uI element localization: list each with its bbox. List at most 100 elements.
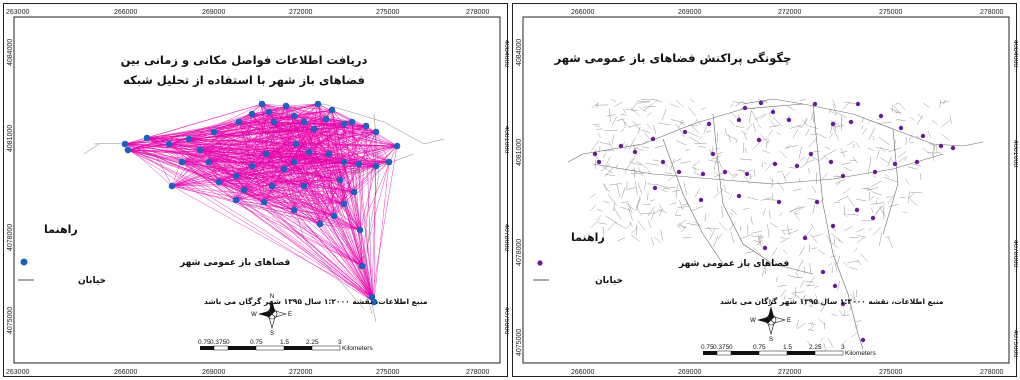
street-segment [651,210,655,220]
street-segment [808,138,817,148]
open-space-point [322,115,330,123]
network-line [199,125,367,151]
open-space-point [280,165,288,173]
network-line [146,121,275,139]
y-axis-left: 4084000 4081000 4078000 4075000 [516,39,523,356]
street-segment [765,265,767,275]
x-axis-bottom: 266000 269000 272000 275000 278000 [571,369,1003,376]
street-segment [771,257,776,263]
street-segment [780,229,793,231]
street-segment [916,113,924,120]
street-segment [811,321,813,327]
street-segment [768,210,771,219]
open-space-point [772,161,778,167]
x-tick: 272000 [289,9,312,16]
street-segment [872,173,876,179]
street-segment [754,114,765,120]
street-segment [800,118,808,128]
open-space-point [290,206,298,214]
open-space-point [854,207,860,213]
network-line [127,149,245,191]
open-space-point [248,162,256,170]
street-segment [745,147,747,153]
network-line [208,103,319,163]
network-line [261,103,345,125]
street-segment [690,206,703,212]
street-segment [812,115,814,123]
network-line [181,131,215,163]
open-space-point [348,118,356,126]
street-segment [672,190,681,192]
open-space-point [330,212,338,220]
street-segment [833,202,840,204]
street-segment [808,125,818,129]
network-line [273,121,345,205]
network-line [293,185,305,211]
street-segment [758,99,768,103]
street-segment [688,106,697,117]
network-line [235,199,363,267]
open-space-point [121,140,129,148]
network-line [271,185,361,231]
street-segment [606,114,616,117]
scale-bar: 0.75 0.375 0 0.75 1.5 2.25 3 Kilometers [701,344,876,357]
street-segment [647,206,655,217]
street-segment [644,180,646,190]
street-segment [837,255,840,265]
street-segment [839,309,843,316]
open-space-point [920,133,926,139]
street-segment [670,202,677,205]
street-segment [663,186,676,190]
street-segment [826,234,830,242]
street-segment [775,276,778,283]
street-segment [814,302,824,305]
street-segment [807,340,811,345]
street-segment [636,195,641,208]
street-segment [784,295,786,300]
street-segment [697,120,702,126]
svg-text:0.375: 0.375 [713,344,730,351]
street-segment [590,140,600,152]
legend-point-symbol [20,258,28,266]
network-line [317,103,363,267]
x-axis-bottom: 263000 266000 269000 272000 275000 27800… [6,369,489,376]
street-segment [840,123,845,127]
network-line [339,165,377,181]
street-segment [843,101,857,105]
y-tick: 4075000 [1012,330,1018,357]
network-line [293,161,305,187]
street-segment [899,197,906,198]
street-segment [603,183,607,191]
street-segment [713,157,718,171]
network-line [295,143,341,181]
x-tick: 278000 [980,9,1003,16]
street-segment [782,230,786,236]
street-segment [597,133,601,138]
street-segment [721,205,723,218]
street-segment [879,146,886,153]
open-space-point [205,158,213,166]
network-line [359,145,398,231]
street-segment [677,225,682,230]
y-tick: 4084000 [1012,40,1018,67]
network-line [293,209,375,303]
street-segment [746,123,753,131]
street-segment [713,235,719,248]
street-segment [812,185,817,193]
street-segment [642,140,649,145]
network-line [127,113,253,151]
street-segment [909,141,915,144]
street-segment [766,140,770,145]
street-segment [795,286,797,298]
street-segment [602,153,606,159]
street-segment [913,163,921,167]
street-segment [714,147,720,150]
network-line [124,143,373,298]
network-line [265,105,287,155]
street-segment [726,134,737,140]
street-segment [923,102,930,108]
open-space-point [698,197,704,203]
street-segment [709,229,715,240]
street-segment [871,207,874,213]
network-line [303,185,375,303]
